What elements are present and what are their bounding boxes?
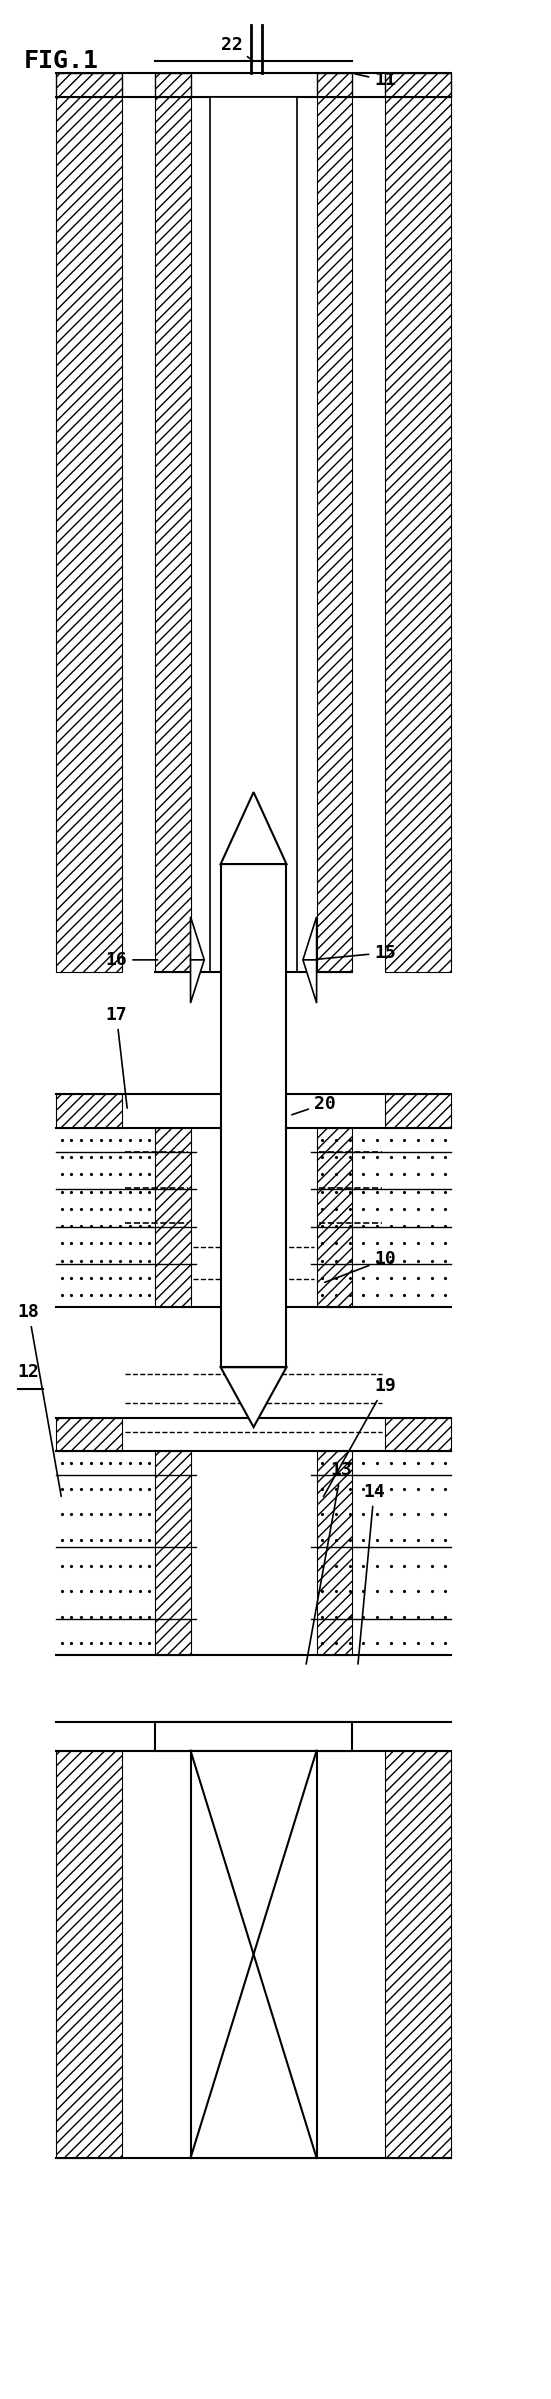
Text: 15: 15 — [314, 943, 396, 962]
Polygon shape — [303, 916, 317, 960]
Text: 20: 20 — [292, 1094, 336, 1116]
Polygon shape — [221, 1367, 287, 1427]
Text: 16: 16 — [106, 950, 158, 969]
Bar — [385, 98, 451, 972]
Text: 12: 12 — [18, 1363, 40, 1382]
Bar — [317, 1451, 352, 1655]
Bar — [155, 1451, 191, 1655]
Bar — [56, 98, 122, 972]
Text: 17: 17 — [106, 1005, 127, 1108]
Text: 18: 18 — [18, 1303, 61, 1497]
Bar — [56, 1751, 122, 2159]
Bar — [210, 98, 298, 972]
Bar — [56, 74, 122, 98]
Bar — [155, 1128, 191, 1307]
Polygon shape — [191, 916, 204, 960]
Text: 13: 13 — [306, 1461, 352, 1665]
Bar — [56, 1094, 122, 1128]
Bar — [385, 1418, 451, 1451]
Bar — [155, 98, 191, 972]
Text: 14: 14 — [358, 1483, 385, 1665]
Bar — [317, 1128, 352, 1307]
Bar — [317, 98, 352, 972]
Bar — [56, 1418, 122, 1451]
Polygon shape — [191, 960, 204, 1003]
Polygon shape — [303, 960, 317, 1003]
Bar — [385, 1094, 451, 1128]
Bar — [317, 74, 352, 98]
Text: 22: 22 — [221, 36, 251, 60]
Text: 19: 19 — [323, 1377, 396, 1497]
Text: 11: 11 — [355, 72, 396, 89]
Text: 10: 10 — [325, 1250, 396, 1283]
Bar — [385, 74, 451, 98]
Bar — [385, 1751, 451, 2159]
Bar — [221, 864, 287, 1367]
Bar — [191, 1751, 317, 2159]
Text: FIG.1: FIG.1 — [23, 50, 98, 74]
Bar — [155, 1722, 352, 1751]
Polygon shape — [221, 792, 287, 864]
Bar — [155, 74, 191, 98]
